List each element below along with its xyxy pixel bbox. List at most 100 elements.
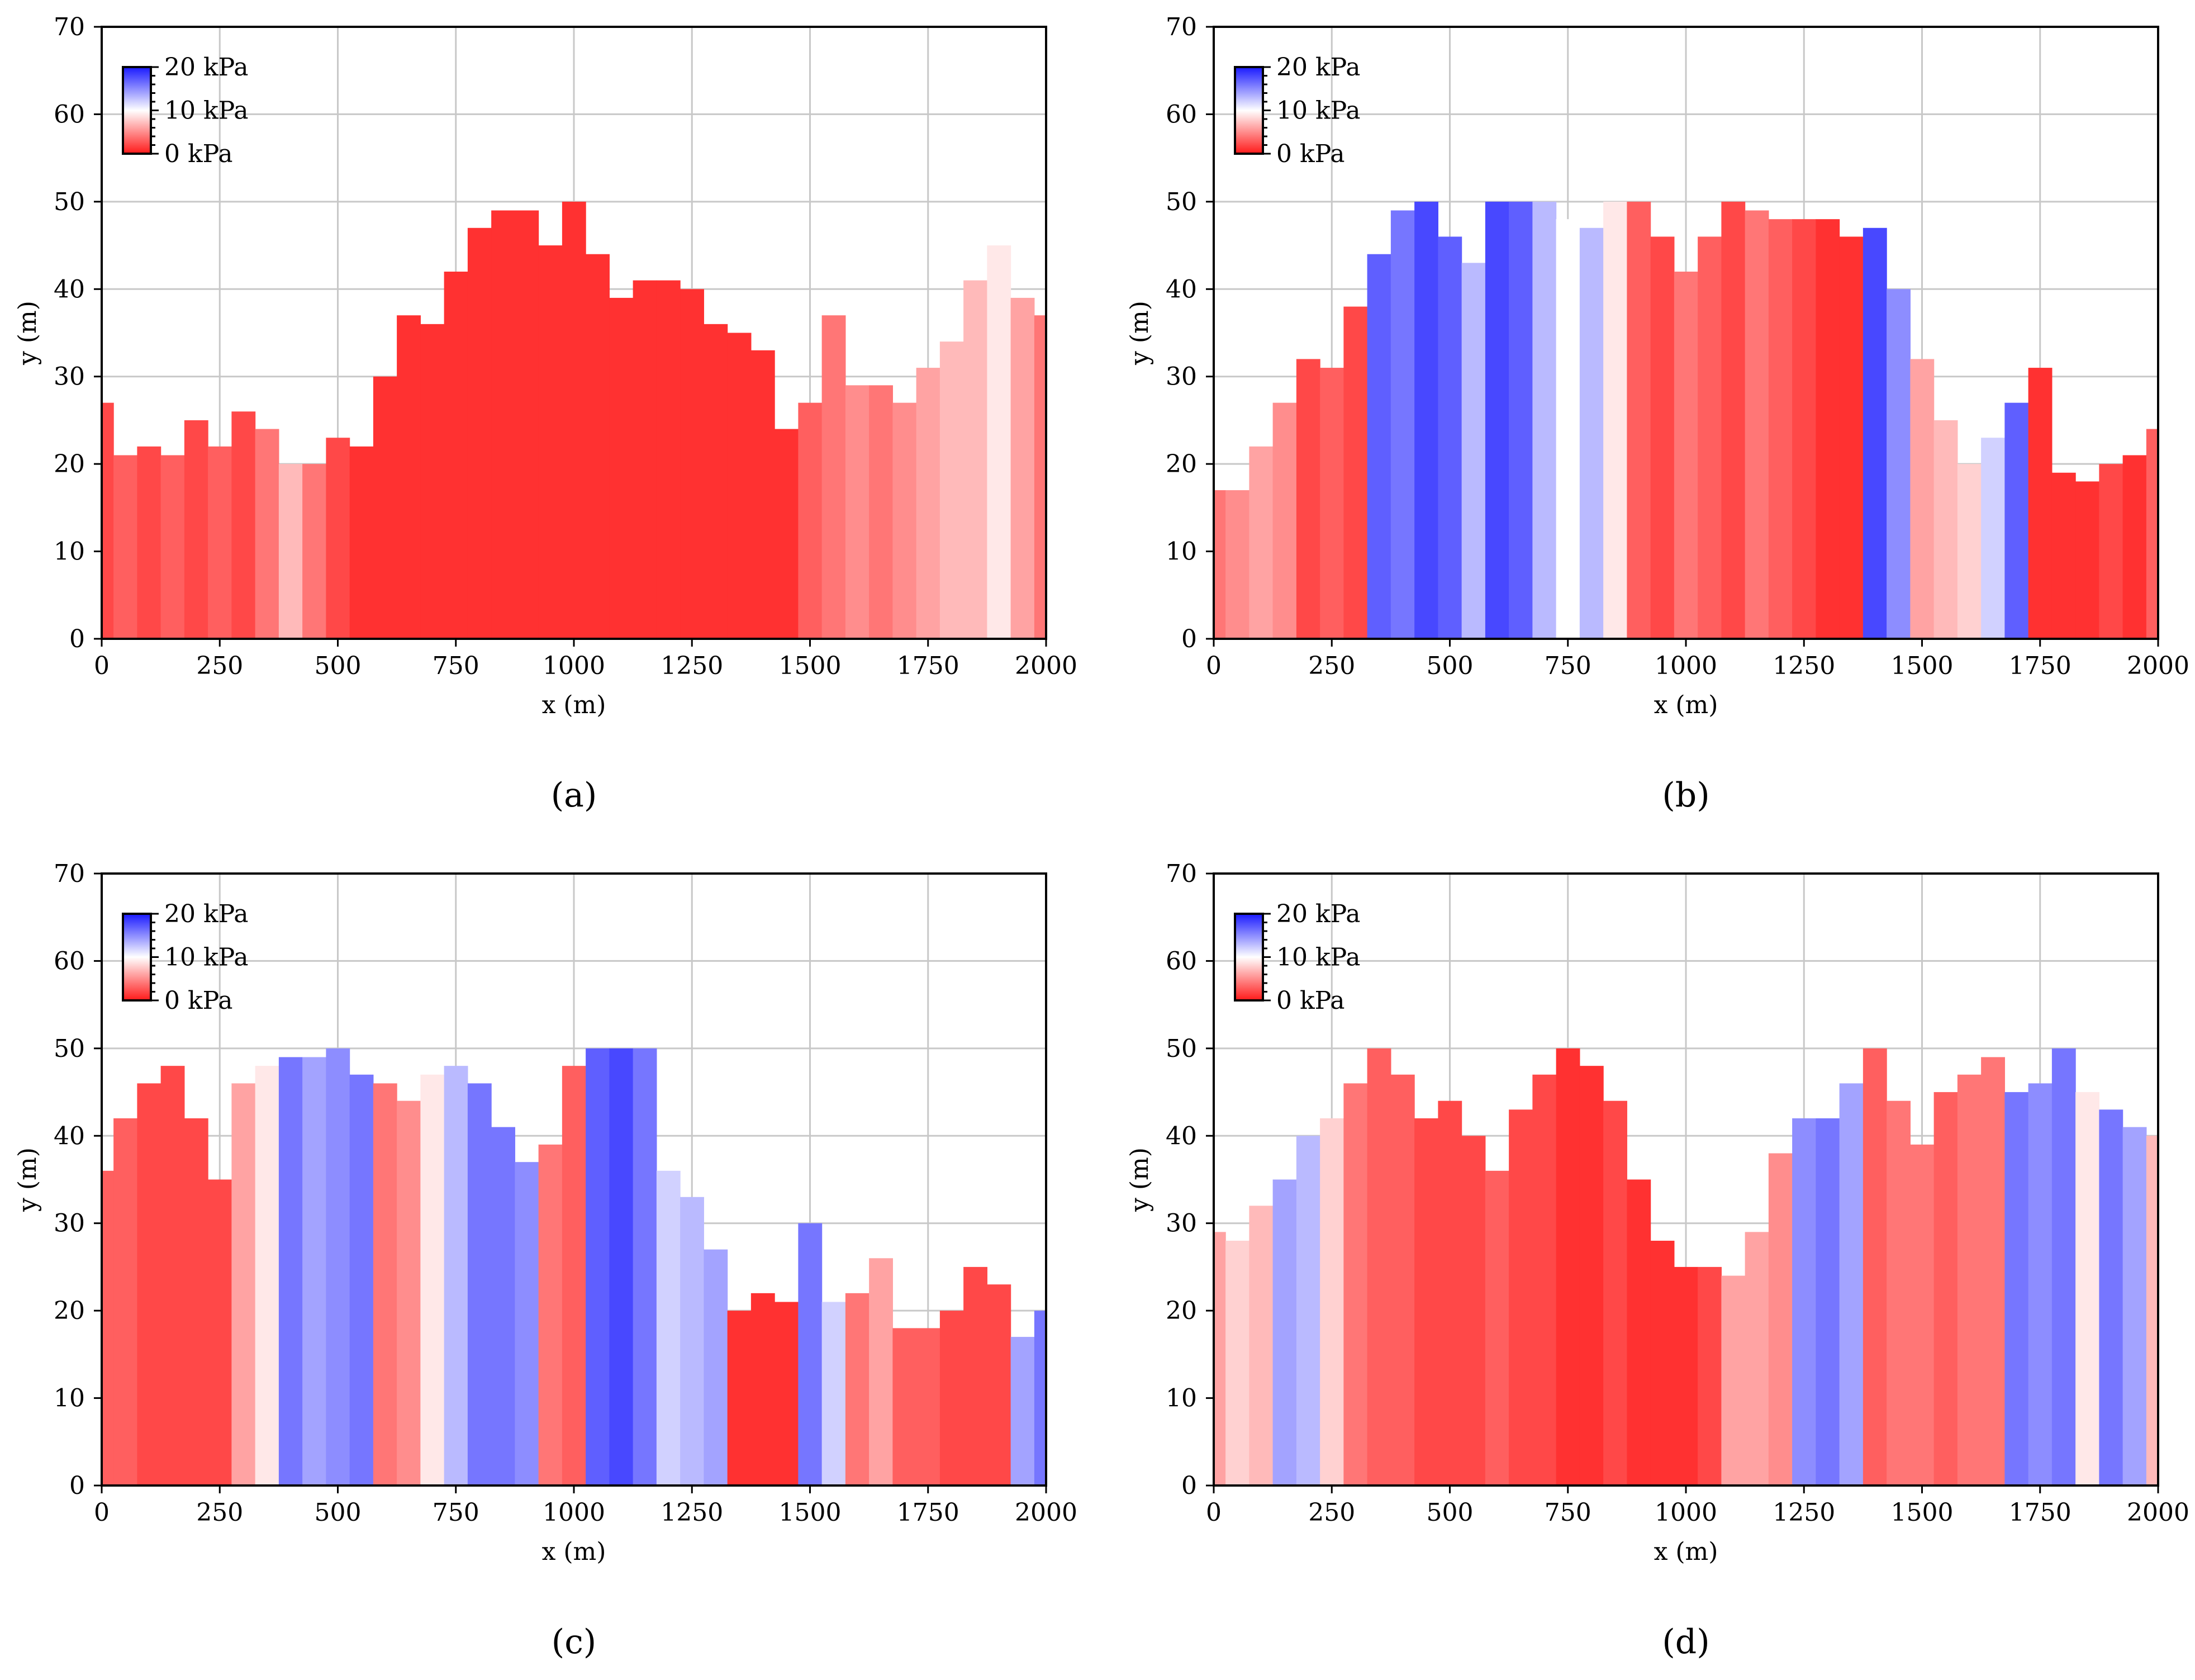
data-column (821, 1302, 846, 1486)
data-column (1910, 359, 1935, 639)
data-column (562, 1066, 586, 1486)
data-column (869, 1258, 893, 1486)
colorbar-legend: 20 kPa 10 kPa 0 kPa (122, 53, 249, 168)
data-column (1957, 1074, 1982, 1486)
data-column (1034, 1311, 1047, 1486)
x-tick-label: 2000 (2127, 652, 2189, 680)
panel-a: 0 250 500 750 1000 1250 1500 1750 2000 0 10 20 30 40 5… (13, 13, 1077, 815)
data-column (2051, 1048, 2076, 1486)
data-column (680, 289, 704, 639)
data-column (869, 385, 893, 639)
data-column (1532, 1074, 1557, 1486)
x-tick-label: 500 (315, 652, 362, 680)
x-tick-label: 1250 (1773, 652, 1835, 680)
data-column (1438, 1100, 1462, 1486)
data-column (633, 1048, 657, 1486)
colorbar-label: 20 kPa (1276, 900, 1361, 928)
data-column (208, 446, 232, 639)
x-tick-label: 250 (1308, 652, 1355, 680)
x-tick-label: 1000 (1655, 652, 1717, 680)
data-column (444, 1066, 468, 1486)
data-column (1034, 315, 1047, 639)
data-column (2122, 455, 2147, 639)
data-column (420, 1074, 445, 1486)
data-column (373, 376, 397, 639)
data-column (1674, 272, 1698, 639)
data-column (1509, 1109, 1533, 1486)
colorbar (1234, 66, 1264, 155)
data-column (397, 315, 421, 639)
panel-d: 0 250 500 750 1000 1250 1500 1750 2000 0 10 20 30 40 5… (1125, 860, 2189, 1662)
data-column (1887, 1100, 1911, 1486)
data-column (892, 402, 917, 639)
data-column (2075, 1092, 2099, 1486)
data-column (916, 1328, 940, 1486)
data-column (1214, 1232, 1226, 1486)
data-column (1721, 201, 1746, 639)
data-column (2146, 429, 2159, 639)
panel-b: 0 250 500 750 1000 1250 1500 1750 2000 0 10 20 30 40 5… (1125, 13, 2189, 815)
data-column (1910, 1144, 1935, 1486)
data-column (1792, 219, 1816, 639)
y-tick-label: 60 (1166, 100, 1197, 129)
data-column (1933, 420, 1958, 639)
data-column (2028, 368, 2053, 639)
data-column (1414, 1118, 1438, 1486)
y-tick-label: 60 (54, 100, 85, 129)
y-tick-label: 40 (54, 1122, 85, 1150)
data-column (1603, 1100, 1627, 1486)
data-column (1603, 201, 1627, 639)
data-column (1532, 201, 1557, 639)
data-column (1214, 490, 1226, 639)
data-column (1768, 219, 1793, 639)
data-column (798, 1223, 823, 1486)
data-column (1981, 438, 2005, 639)
x-tick-label: 0 (94, 1498, 110, 1527)
data-column (1816, 1118, 1840, 1486)
colorbar (122, 913, 152, 1002)
data-column (939, 1311, 964, 1486)
data-column (255, 429, 279, 639)
data-column (2122, 1127, 2147, 1486)
y-axis-label: y (m) (13, 1147, 42, 1212)
data-column (491, 210, 515, 639)
data-column (939, 341, 964, 639)
y-tick-label: 0 (1181, 625, 1197, 653)
data-column (1627, 1179, 1651, 1486)
data-column (515, 1162, 539, 1486)
data-column (2051, 472, 2076, 639)
data-column (727, 1311, 752, 1486)
data-column (845, 385, 870, 639)
x-tick-label: 1500 (779, 1498, 842, 1527)
x-tick-label: 0 (1206, 652, 1222, 680)
y-tick-label: 20 (54, 450, 85, 478)
y-tick-label: 0 (69, 1472, 85, 1500)
colorbar-label: 0 kPa (1276, 986, 1345, 1015)
data-column (609, 297, 634, 639)
colorbar-legend: 20 kPa 10 kPa 0 kPa (1234, 53, 1361, 168)
data-column (1863, 227, 1887, 639)
data-columns (1214, 201, 2159, 639)
data-column (137, 1083, 161, 1486)
y-tick-label: 70 (54, 860, 85, 888)
data-columns (1214, 1048, 2159, 1486)
data-column (2075, 481, 2099, 639)
data-column (113, 1118, 137, 1486)
data-column (2004, 402, 2029, 639)
data-column (184, 1118, 208, 1486)
data-column (1010, 297, 1035, 639)
data-column (184, 420, 208, 639)
data-column (1225, 490, 1249, 639)
data-column (821, 315, 846, 639)
data-column (704, 1249, 728, 1486)
data-column (420, 324, 445, 639)
x-tick-label: 750 (433, 1498, 479, 1527)
data-column (1650, 1241, 1675, 1486)
y-tick-label: 20 (1166, 1297, 1197, 1325)
data-column (397, 1100, 421, 1486)
data-column (1839, 1083, 1864, 1486)
data-column (727, 333, 752, 639)
data-column (278, 1057, 303, 1486)
data-column (2004, 1092, 2029, 1486)
colorbar-label: 0 kPa (1276, 140, 1345, 168)
